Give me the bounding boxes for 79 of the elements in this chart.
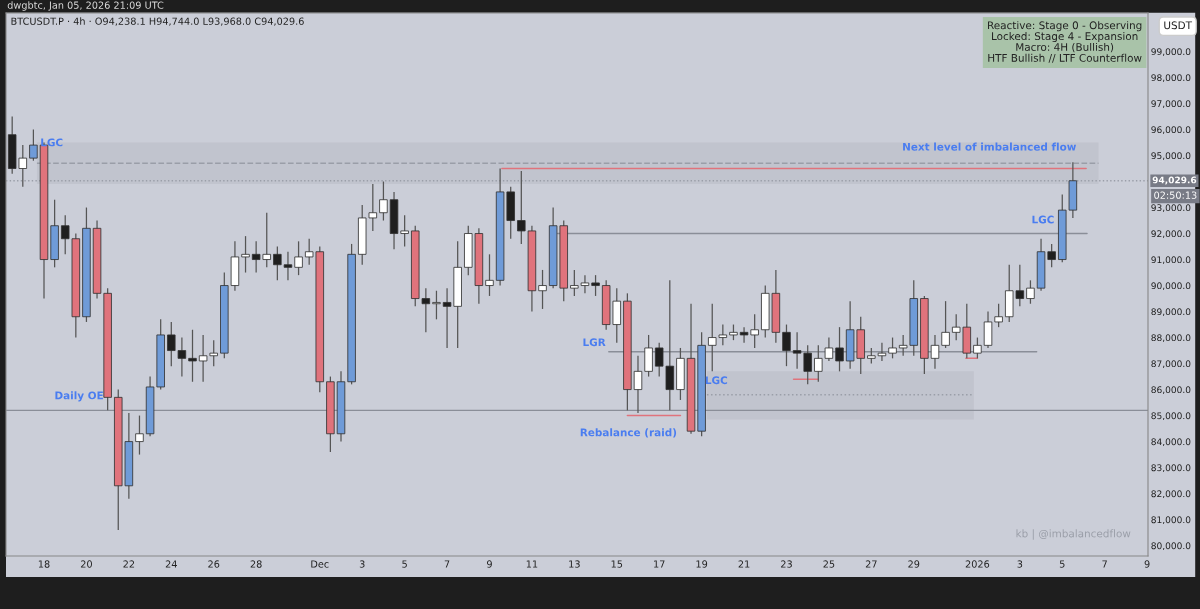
x-tick-label: 7 xyxy=(1102,560,1107,568)
candlestick xyxy=(29,128,38,162)
x-tick-label: 26 xyxy=(208,560,220,568)
candlestick xyxy=(983,310,993,349)
x-tick-label: 29 xyxy=(908,560,920,568)
y-tick-label: 91,000.0 xyxy=(1151,256,1191,265)
x-tick-label: 24 xyxy=(165,560,177,568)
y-tick-label: 90,000.0 xyxy=(1151,282,1191,291)
x-tick-label: 17 xyxy=(654,560,665,568)
y-tick-label: 83,000.0 xyxy=(1151,464,1191,473)
annotation: LGC xyxy=(41,138,63,147)
y-tick-label: 97,000.0 xyxy=(1151,100,1191,108)
x-tick-label: 20 xyxy=(80,560,92,568)
candlestick xyxy=(379,180,388,222)
x-tick-label: 5 xyxy=(402,560,407,568)
x-tick-label: 9 xyxy=(1144,560,1150,568)
y-axis-title: USDT xyxy=(1164,21,1193,30)
x-tick-label: 21 xyxy=(738,560,750,568)
y-tick-label: 99,000.0 xyxy=(1151,48,1191,56)
candlestick xyxy=(432,290,441,320)
candlestick xyxy=(994,303,1003,328)
y-tick-label: 89,000.0 xyxy=(1151,308,1191,317)
y-tick-label: 92,000.0 xyxy=(1151,230,1191,239)
candlestick xyxy=(633,355,643,414)
x-tick-label: Dec xyxy=(311,560,329,568)
candlestick xyxy=(135,414,144,456)
y-tick-label: 96,000.0 xyxy=(1151,126,1191,134)
candlestick xyxy=(485,253,494,297)
x-tick-label: 3 xyxy=(359,560,365,568)
x-tick-label: 3 xyxy=(1017,560,1023,568)
x-tick-label: 11 xyxy=(526,560,538,568)
x-tick-label: 5 xyxy=(1059,560,1065,568)
text: dwgbtc, Jan 05, 2026 21:09 UTC xyxy=(7,1,164,11)
y-tick-label: 93,000.0 xyxy=(1151,204,1191,212)
y-tick-label: 98,000.0 xyxy=(1151,74,1191,82)
x-tick-label: 22 xyxy=(123,560,135,568)
candlestick xyxy=(241,235,250,274)
candlestick xyxy=(930,334,940,370)
candlestick xyxy=(538,269,547,310)
x-tick-label: 28 xyxy=(250,560,262,568)
candlestick xyxy=(188,329,197,383)
y-tick-label: 95,000.0 xyxy=(1151,152,1191,160)
annotation: Rebalance (raid) xyxy=(580,428,677,438)
y-tick-label: 88,000.0 xyxy=(1151,334,1191,343)
candlestick xyxy=(888,336,897,359)
x-tick-label: 19 xyxy=(696,560,708,568)
candlestick xyxy=(941,300,950,349)
y-tick-label: 82,000.0 xyxy=(1151,490,1191,499)
annotation: LGC xyxy=(705,376,728,385)
text: 02:50:13 xyxy=(1154,191,1197,199)
candlestick xyxy=(835,326,844,372)
annotation: Next level of imbalanced flow xyxy=(903,142,1077,151)
x-tick-label: 7 xyxy=(444,560,450,568)
candlestick xyxy=(1026,279,1035,305)
candlestick xyxy=(973,336,982,359)
x-tick-label: 27 xyxy=(865,560,877,568)
x-tick-label: 13 xyxy=(569,560,580,568)
chart-title: BTCUSDT.P · 4h · O94,238.1 H94,744.0 L93,968.0 C94,029.6 xyxy=(11,17,304,26)
y-tick-label: 86,000.0 xyxy=(1151,386,1191,395)
x-tick-label: 23 xyxy=(781,560,792,568)
annotation: LGC xyxy=(1032,215,1054,224)
candlestick xyxy=(644,334,653,378)
x-tick-label: 18 xyxy=(38,560,50,568)
annotation: Daily OE xyxy=(55,391,103,402)
x-tick-label: 2026 xyxy=(965,560,990,568)
x-tick-label: 15 xyxy=(611,560,623,568)
ref-line-label: 94,029.6 xyxy=(1152,176,1197,185)
y-tick-label: 87,000.0 xyxy=(1151,360,1191,369)
candlestick xyxy=(782,323,791,367)
annotation: LGR xyxy=(583,338,606,347)
y-tick-label: 84,000.0 xyxy=(1151,438,1191,447)
candlestick xyxy=(591,274,600,297)
y-tick-label: 81,000.0 xyxy=(1151,516,1191,525)
x-tick-label: 25 xyxy=(823,560,835,568)
y-tick-label: 80,000.0 xyxy=(1151,542,1191,551)
y-tick-label: 85,000.0 xyxy=(1151,412,1191,421)
candlestick xyxy=(294,240,303,276)
x-tick-label: 9 xyxy=(487,560,492,568)
annotation: Reactive: Stage 0 - Observing Locked: Stage 4 - Expansion Macro: 4H (Bullish) HTF Bullish // LTF Counterflow xyxy=(988,21,1142,63)
